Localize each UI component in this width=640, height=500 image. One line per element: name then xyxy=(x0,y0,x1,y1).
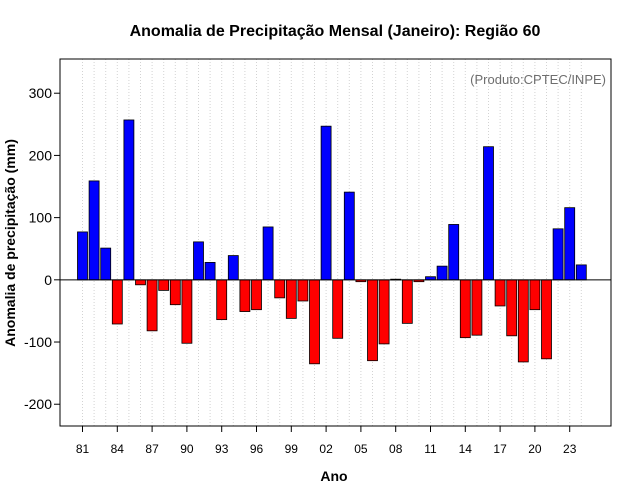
x-tick-label: 99 xyxy=(285,442,299,456)
bar-1993 xyxy=(216,279,228,321)
bar-2015 xyxy=(471,279,483,336)
x-tick-label: 20 xyxy=(528,442,542,456)
y-tick-label: 300 xyxy=(29,85,53,101)
bar-1988 xyxy=(158,279,170,291)
bar-1995 xyxy=(239,279,251,312)
bar-1986 xyxy=(135,279,146,286)
x-tick-label: 93 xyxy=(215,442,229,456)
x-tick-label: 87 xyxy=(145,442,159,456)
bar-2007 xyxy=(378,279,390,345)
y-tick-label: 0 xyxy=(44,272,52,288)
x-tick-label: 81 xyxy=(76,442,90,456)
bar-2013 xyxy=(448,224,460,281)
bar-2024 xyxy=(575,264,587,281)
y-tick-label: 200 xyxy=(29,147,53,163)
y-axis-title: Anomalia de precipitação (mm) xyxy=(2,139,18,347)
x-tick-label: 84 xyxy=(111,442,125,456)
y-tick-label: 100 xyxy=(29,210,53,226)
bar-1987 xyxy=(146,279,158,332)
bar-1996 xyxy=(251,279,262,311)
y-axis: -200 -100 0 100 200 300 xyxy=(24,85,60,412)
bar-1989 xyxy=(169,279,181,306)
grid-lines xyxy=(82,59,582,426)
bar-1999 xyxy=(285,279,297,319)
bar-1982 xyxy=(88,180,100,281)
y-tick-label: -100 xyxy=(24,334,52,350)
bar-2000 xyxy=(297,279,309,302)
bar-1985 xyxy=(123,119,135,281)
x-tick-label: 02 xyxy=(319,442,333,456)
bar-2006 xyxy=(367,279,378,362)
bar-2023 xyxy=(564,207,576,281)
plot-frame xyxy=(59,58,612,427)
x-tick-label: 90 xyxy=(180,442,194,456)
chart-title: Anomalia de Precipitação Mensal (Janeiro… xyxy=(130,23,541,40)
bar-1990 xyxy=(181,279,193,344)
x-tick-label: 05 xyxy=(354,442,368,456)
bar-2014 xyxy=(459,279,471,339)
credit-text: (Produto:CPTEC/INPE) xyxy=(470,72,606,87)
bar-2001 xyxy=(309,279,320,365)
bar-1998 xyxy=(274,279,286,299)
bar-2020 xyxy=(529,279,541,311)
bar-1991 xyxy=(193,241,204,281)
bar-2019 xyxy=(517,279,529,363)
bar-1983 xyxy=(100,247,112,281)
bar-1981 xyxy=(77,231,88,281)
bars xyxy=(77,119,587,365)
x-tick-label: 23 xyxy=(563,442,577,456)
bar-1984 xyxy=(111,279,123,325)
bar-2022 xyxy=(552,228,564,281)
bar-2017 xyxy=(494,279,506,307)
x-axis: 81 84 87 90 93 96 99 02 05 08 11 14 17 20 23 xyxy=(76,426,577,456)
bar-2021 xyxy=(541,279,552,360)
y-tick-label: -200 xyxy=(24,396,52,412)
bar-2002 xyxy=(320,125,332,281)
bar-2016 xyxy=(483,146,494,281)
x-axis-title: Ano xyxy=(320,468,347,484)
x-tick-label: 96 xyxy=(250,442,264,456)
x-tick-label: 17 xyxy=(493,442,507,456)
bar-2003 xyxy=(332,279,344,339)
bar-2012 xyxy=(436,265,448,281)
bar-2004 xyxy=(343,191,355,281)
x-tick-label: 08 xyxy=(389,442,403,456)
bar-2018 xyxy=(506,279,518,337)
bar-1992 xyxy=(204,262,216,281)
bar-1994 xyxy=(227,255,239,281)
x-tick-label: 11 xyxy=(424,442,437,456)
x-tick-label: 14 xyxy=(459,442,473,456)
bar-2009 xyxy=(401,279,413,324)
bar-1997 xyxy=(262,226,274,281)
